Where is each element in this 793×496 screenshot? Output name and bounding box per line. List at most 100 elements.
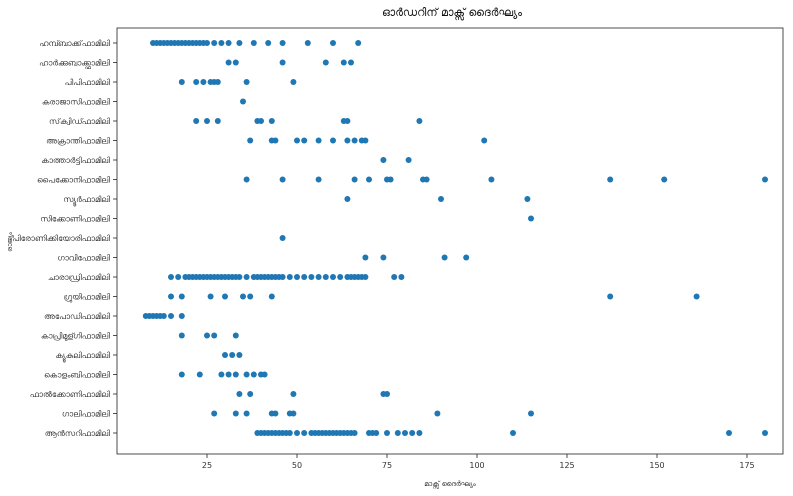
data-point xyxy=(301,430,308,436)
data-point xyxy=(290,391,297,397)
data-point xyxy=(225,40,232,46)
y-tick-label: ഗാലിഫാമിലി xyxy=(62,410,110,419)
data-point xyxy=(394,430,401,436)
data-point xyxy=(222,352,228,358)
data-point xyxy=(330,40,336,46)
data-point xyxy=(250,371,257,378)
y-tick-label: ക്യൂകുലിഫാമിലി xyxy=(55,351,110,362)
data-point xyxy=(366,176,372,183)
data-point xyxy=(362,274,369,280)
data-point xyxy=(200,79,207,85)
data-points xyxy=(142,40,768,436)
y-tick-label: അക്രാന്തിഫാമിലി xyxy=(46,137,110,146)
data-point xyxy=(261,371,268,378)
data-point xyxy=(528,410,534,417)
data-point xyxy=(524,196,531,202)
data-point xyxy=(416,430,423,436)
y-tick-label: ഗാവിഫോമിലി xyxy=(57,254,110,263)
data-point xyxy=(373,430,380,436)
y-tick-label: പൈക്കോനിഫാമിലി xyxy=(37,176,110,185)
x-tick-label: 75 xyxy=(382,461,392,470)
y-tick-label: സ്‌ക്വിഡ്ഫാമിലി xyxy=(49,117,110,126)
data-point xyxy=(607,176,614,183)
data-point xyxy=(240,98,246,105)
data-point xyxy=(294,137,300,144)
data-point xyxy=(279,235,286,241)
data-point xyxy=(762,176,768,183)
y-tick-label: ചാരാഡ്രിഫാമിലി xyxy=(48,273,110,282)
data-point xyxy=(308,274,315,280)
data-point xyxy=(272,410,279,417)
data-point xyxy=(279,40,286,46)
data-point xyxy=(391,274,398,280)
data-point xyxy=(225,59,232,66)
data-point xyxy=(463,254,470,261)
data-point xyxy=(243,79,250,85)
y-tick-label: ഹാർക്കുബാക്ക്ഫാമിലി xyxy=(39,59,110,70)
data-point xyxy=(211,40,218,46)
data-point xyxy=(222,293,228,300)
data-point xyxy=(243,274,250,280)
data-point xyxy=(279,274,286,280)
data-point xyxy=(304,40,311,46)
data-point xyxy=(315,176,322,183)
data-point xyxy=(294,274,300,280)
data-point xyxy=(193,118,200,124)
x-tick-label: 50 xyxy=(292,461,302,470)
data-point xyxy=(290,79,297,85)
data-point xyxy=(380,157,387,163)
y-tick-label: കാത്താർട്ടിഫാമിലി xyxy=(41,156,110,165)
data-point xyxy=(204,118,210,124)
chart-title: ഓർഡറിന് മാക്സ് ദൈർഘ്യം xyxy=(382,6,522,20)
data-point xyxy=(258,118,264,124)
data-point xyxy=(409,430,416,436)
data-point xyxy=(232,59,239,66)
x-tick-label: 125 xyxy=(559,461,574,470)
data-point xyxy=(204,332,210,339)
y-tick-label: ഗ്രുയിഫാമിലി xyxy=(64,293,111,303)
data-point xyxy=(405,157,412,163)
data-point xyxy=(168,293,174,300)
data-point xyxy=(301,137,308,144)
data-point xyxy=(243,371,250,378)
data-point xyxy=(315,137,322,144)
data-point xyxy=(434,410,441,417)
x-tick-label: 175 xyxy=(739,461,754,470)
y-tick-label: സ്യൂർഫാമിലി xyxy=(63,195,110,206)
data-point xyxy=(351,430,358,436)
data-point xyxy=(355,40,362,46)
data-point xyxy=(402,430,408,436)
data-point xyxy=(330,274,336,280)
data-point xyxy=(290,410,297,417)
data-point xyxy=(337,274,344,280)
data-point xyxy=(344,137,351,144)
data-point xyxy=(351,176,358,183)
data-point xyxy=(279,176,286,183)
y-tick-label: കൊളംബിഫാമിലി xyxy=(44,371,110,380)
data-point xyxy=(160,313,167,319)
data-point xyxy=(322,59,329,66)
data-point xyxy=(279,59,286,66)
data-point xyxy=(236,352,243,358)
data-point xyxy=(528,215,534,222)
data-point xyxy=(294,430,300,436)
data-point xyxy=(178,293,185,300)
data-point xyxy=(286,274,293,280)
data-point xyxy=(168,274,174,280)
y-tick-label: പിപിഫാമിലി xyxy=(65,78,111,87)
y-axis: ഹമ്പ്ബാക്ക്‌ഫാമിലി ഹാർക്കുബാക്ക്ഫാമിലി പിപ… xyxy=(12,39,117,438)
data-point xyxy=(607,293,614,300)
data-point xyxy=(265,40,272,46)
data-point xyxy=(726,430,732,436)
data-point xyxy=(178,313,185,319)
data-point xyxy=(384,430,390,436)
data-point xyxy=(351,137,358,144)
y-tick-label: ഹമ്പ്ബാക്ക്‌ഫാമിലി xyxy=(39,39,110,48)
data-point xyxy=(286,430,293,436)
data-point xyxy=(247,293,254,300)
data-point xyxy=(243,410,250,417)
data-point xyxy=(488,176,495,183)
data-point xyxy=(236,40,243,46)
data-point xyxy=(380,254,387,261)
data-point xyxy=(384,391,390,397)
